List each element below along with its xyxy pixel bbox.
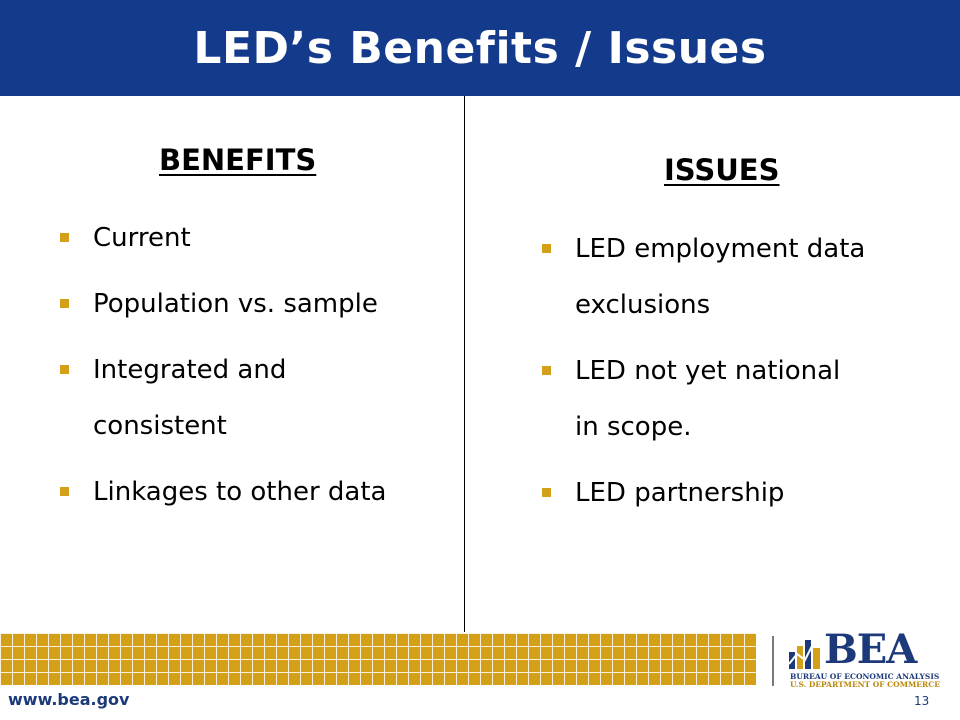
- benefits-list: Current Population vs. sample Integrated…: [56, 210, 387, 530]
- decorative-grid: [0, 633, 756, 685]
- column-divider: [464, 96, 465, 632]
- footer-url[interactable]: www.bea.gov: [8, 690, 130, 709]
- list-item: Integrated and consistent: [56, 342, 387, 454]
- logo-line-1: BUREAU OF ECONOMIC ANALYSIS: [790, 672, 940, 681]
- square-bullet-icon: [542, 488, 551, 497]
- list-item: Current: [56, 210, 387, 266]
- title-bar: LED’s Benefits / Issues: [0, 0, 960, 96]
- square-bullet-icon: [542, 244, 551, 253]
- issues-heading: ISSUES: [664, 153, 780, 187]
- list-item: Linkages to other data: [56, 464, 387, 520]
- logo-line-2: U.S. DEPARTMENT OF COMMERCE: [790, 680, 940, 689]
- square-bullet-icon: [60, 365, 69, 374]
- benefits-heading: BENEFITS: [159, 143, 317, 177]
- list-item: LED employment data exclusions: [538, 221, 865, 333]
- square-bullet-icon: [60, 487, 69, 496]
- benefit-text: Population vs. sample: [93, 289, 378, 319]
- list-item: LED not yet national in scope.: [538, 343, 865, 455]
- bea-logo: BEA BUREAU OF ECONOMIC ANALYSIS U.S. DEP…: [788, 626, 940, 689]
- issue-text: LED employment data exclusions: [575, 234, 866, 320]
- issue-text: LED not yet national in scope.: [575, 356, 841, 442]
- logo-wordmark: BEA: [824, 626, 917, 673]
- square-bullet-icon: [60, 299, 69, 308]
- slide-title: LED’s Benefits / Issues: [193, 22, 767, 74]
- list-item: LED partnership: [538, 465, 865, 521]
- issue-text: LED partnership: [575, 478, 785, 508]
- logo-divider: [772, 636, 774, 686]
- list-item: Population vs. sample: [56, 276, 387, 332]
- benefit-text: Current: [93, 223, 191, 253]
- benefit-text: Integrated and consistent: [93, 355, 287, 441]
- bar-chart-logo-icon: [788, 639, 822, 669]
- benefit-text: Linkages to other data: [93, 477, 387, 507]
- square-bullet-icon: [542, 366, 551, 375]
- page-number: 13: [914, 694, 930, 708]
- issues-list: LED employment data exclusions LED not y…: [538, 221, 865, 531]
- square-bullet-icon: [60, 233, 69, 242]
